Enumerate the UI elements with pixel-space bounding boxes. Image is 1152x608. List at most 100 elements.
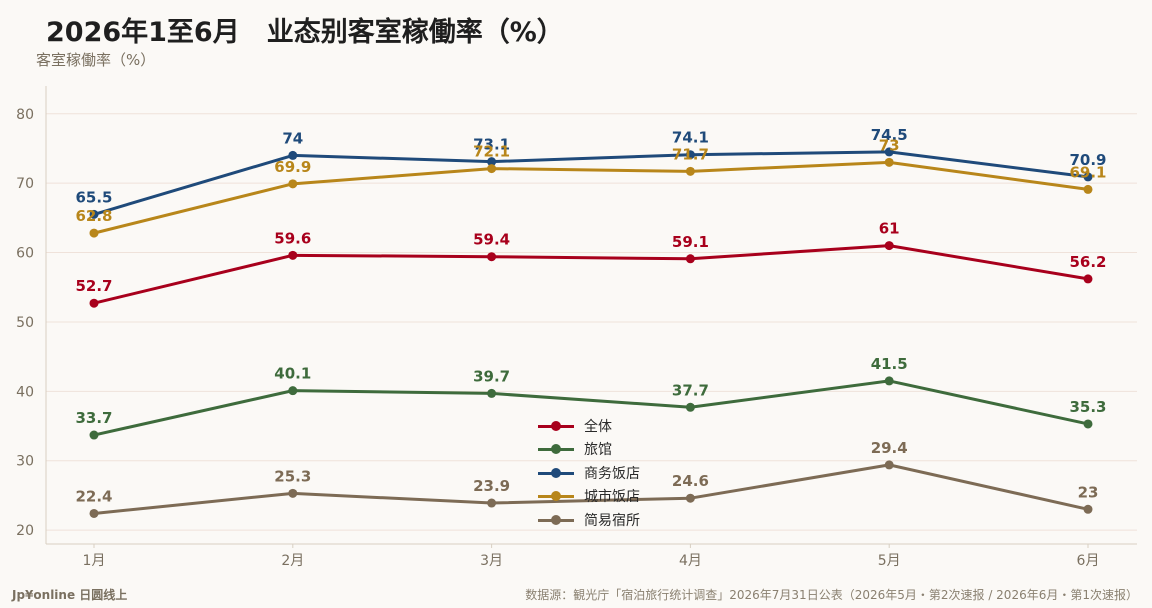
y-tick-label: 70 bbox=[16, 176, 34, 192]
y-axis-label: 客室稼働率（%） bbox=[36, 51, 156, 69]
source-note: 数据源：観光庁「宿泊旅行统计调查」2026年7月31日公表（2026年5月・第2… bbox=[525, 588, 1138, 602]
data-label: 69.9 bbox=[274, 158, 311, 176]
data-label: 25.3 bbox=[274, 467, 311, 485]
data-point bbox=[487, 164, 497, 174]
legend: 全体旅馆商务饭店城市饭店简易宿所 bbox=[538, 414, 640, 532]
data-point bbox=[1083, 172, 1093, 182]
x-tick-label: 5月 bbox=[878, 553, 901, 569]
data-label: 73.1 bbox=[473, 136, 510, 154]
data-label: 72.1 bbox=[473, 143, 510, 161]
legend-item: 商务饭店 bbox=[538, 461, 640, 485]
data-label: 35.3 bbox=[1069, 398, 1106, 416]
legend-swatch bbox=[538, 466, 574, 480]
data-point bbox=[685, 493, 695, 503]
y-tick-label: 60 bbox=[16, 246, 34, 262]
series-line bbox=[93, 244, 1089, 305]
legend-label: 旅馆 bbox=[584, 442, 612, 459]
data-point bbox=[89, 228, 99, 238]
data-label: 74 bbox=[282, 129, 303, 147]
data-label: 59.1 bbox=[672, 233, 709, 251]
data-point bbox=[685, 254, 695, 264]
y-tick-label: 80 bbox=[16, 107, 34, 123]
legend-swatch bbox=[538, 442, 574, 456]
x-tick-label: 2月 bbox=[281, 553, 304, 569]
legend-swatch bbox=[538, 419, 574, 433]
data-point bbox=[685, 150, 695, 160]
x-tick-label: 1月 bbox=[83, 553, 106, 569]
data-point bbox=[89, 430, 99, 440]
data-label: 69.1 bbox=[1069, 163, 1106, 181]
data-label: 52.7 bbox=[75, 277, 112, 295]
data-label: 74.5 bbox=[871, 126, 908, 144]
data-point bbox=[288, 488, 298, 498]
legend-swatch bbox=[538, 513, 574, 527]
y-tick-label: 20 bbox=[16, 523, 34, 539]
data-point bbox=[884, 157, 894, 167]
data-label: 41.5 bbox=[871, 355, 908, 373]
legend-label: 全体 bbox=[584, 418, 612, 435]
data-label: 22.4 bbox=[75, 487, 112, 505]
data-point bbox=[288, 386, 298, 396]
data-label: 24.6 bbox=[672, 472, 709, 490]
legend-label: 简易宿所 bbox=[584, 512, 640, 529]
legend-item: 简易宿所 bbox=[538, 508, 640, 532]
data-label: 23 bbox=[1078, 483, 1099, 501]
data-point bbox=[487, 498, 497, 508]
data-point bbox=[288, 150, 298, 160]
data-point bbox=[487, 388, 497, 398]
data-point bbox=[288, 250, 298, 260]
data-point bbox=[685, 166, 695, 176]
data-label: 59.6 bbox=[274, 229, 311, 247]
data-label: 39.7 bbox=[473, 367, 510, 385]
data-point bbox=[487, 252, 497, 262]
data-point bbox=[1083, 184, 1093, 194]
data-point bbox=[1083, 504, 1093, 514]
series-line bbox=[93, 379, 1089, 437]
series-line bbox=[93, 160, 1089, 235]
data-label: 33.7 bbox=[75, 409, 112, 427]
data-label: 61 bbox=[879, 220, 900, 238]
y-tick-label: 30 bbox=[16, 454, 34, 470]
data-point bbox=[288, 179, 298, 189]
brand-label: Jp¥online 日圆线上 bbox=[12, 588, 128, 602]
data-point bbox=[884, 147, 894, 157]
legend-label: 城市饭店 bbox=[584, 489, 640, 506]
data-label: 40.1 bbox=[274, 365, 311, 383]
data-label: 70.9 bbox=[1069, 151, 1106, 169]
legend-item: 全体 bbox=[538, 414, 640, 438]
y-tick-label: 40 bbox=[16, 384, 34, 400]
series-line bbox=[93, 150, 1089, 216]
data-point bbox=[89, 508, 99, 518]
data-label: 74.1 bbox=[672, 129, 709, 147]
data-label: 56.2 bbox=[1069, 253, 1106, 271]
grid-layer bbox=[46, 113, 1137, 531]
data-point bbox=[884, 460, 894, 470]
x-tick-label: 6月 bbox=[1077, 553, 1100, 569]
legend-label: 商务饭店 bbox=[584, 465, 640, 482]
data-point bbox=[89, 209, 99, 219]
data-label: 29.4 bbox=[871, 439, 908, 457]
y-tick-label: 50 bbox=[16, 315, 34, 331]
chart-title: 2026年1至6月 业态别客室稼働率（%） bbox=[46, 17, 564, 48]
data-label: 23.9 bbox=[473, 477, 510, 495]
data-point bbox=[1083, 419, 1093, 429]
label-layer: 52.7 59.6 59.4 59.1 61 56.2 33.7 40.1 39.7 37.7 41… bbox=[75, 126, 1106, 506]
data-label: 65.5 bbox=[75, 188, 112, 206]
legend-swatch bbox=[538, 489, 574, 503]
series-line bbox=[93, 463, 1089, 515]
data-point bbox=[1083, 274, 1093, 284]
data-label: 73 bbox=[879, 136, 900, 154]
series-layer bbox=[89, 147, 1093, 518]
data-point bbox=[89, 298, 99, 308]
data-point bbox=[884, 241, 894, 251]
x-tick-label: 4月 bbox=[679, 553, 702, 569]
data-label: 37.7 bbox=[672, 381, 709, 399]
axis-layer: 20 30 40 50 60 70 80 1月 2月 3月 4月 5月 6月 bbox=[16, 86, 1137, 569]
data-point bbox=[487, 157, 497, 167]
x-tick-label: 3月 bbox=[480, 553, 503, 569]
data-point bbox=[884, 376, 894, 386]
data-label: 71.7 bbox=[672, 145, 709, 163]
data-point bbox=[685, 402, 695, 412]
legend-item: 旅馆 bbox=[538, 438, 640, 462]
